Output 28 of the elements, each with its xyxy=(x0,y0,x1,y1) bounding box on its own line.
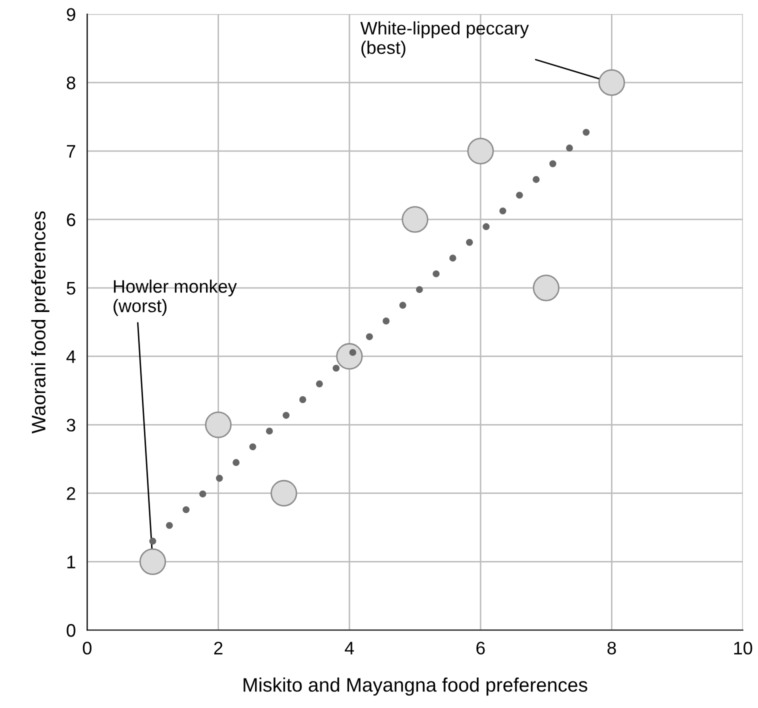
y-tick-label: 7 xyxy=(66,145,76,158)
y-tick-label: 6 xyxy=(66,213,76,226)
annotation: Howler monkey (worst) xyxy=(114,280,237,316)
y-tick-label: 4 xyxy=(66,350,76,363)
x-tick-label: 6 xyxy=(476,642,485,654)
point xyxy=(336,343,363,370)
point xyxy=(402,206,428,233)
x-tick-label: 0 xyxy=(82,642,92,654)
point xyxy=(532,274,560,302)
annotation: White-lipped peccary (best) xyxy=(360,21,529,58)
y-tick-label: 1 xyxy=(67,556,76,568)
point xyxy=(139,548,166,575)
x-tick-label: 8 xyxy=(607,642,616,654)
x-tick-label: 2 xyxy=(214,642,222,654)
x-tick-label: 4 xyxy=(344,642,354,654)
y-tick-label: 9 xyxy=(66,8,76,21)
point xyxy=(204,411,232,438)
point xyxy=(598,69,626,96)
y-tick-label: 3 xyxy=(66,418,76,432)
x-tick-label: 10 xyxy=(734,642,752,654)
y-tick-label: 8 xyxy=(66,76,76,90)
x-axis-title: Miskito and Mayangna food preferences xyxy=(244,678,588,696)
y-tick-label: 5 xyxy=(66,282,76,295)
point xyxy=(270,480,298,507)
y-tick-label: 0 xyxy=(66,624,76,637)
point xyxy=(467,138,494,164)
y-tick-label: 2 xyxy=(66,487,76,500)
y-axis-title: Waorani food preferences xyxy=(31,211,50,434)
